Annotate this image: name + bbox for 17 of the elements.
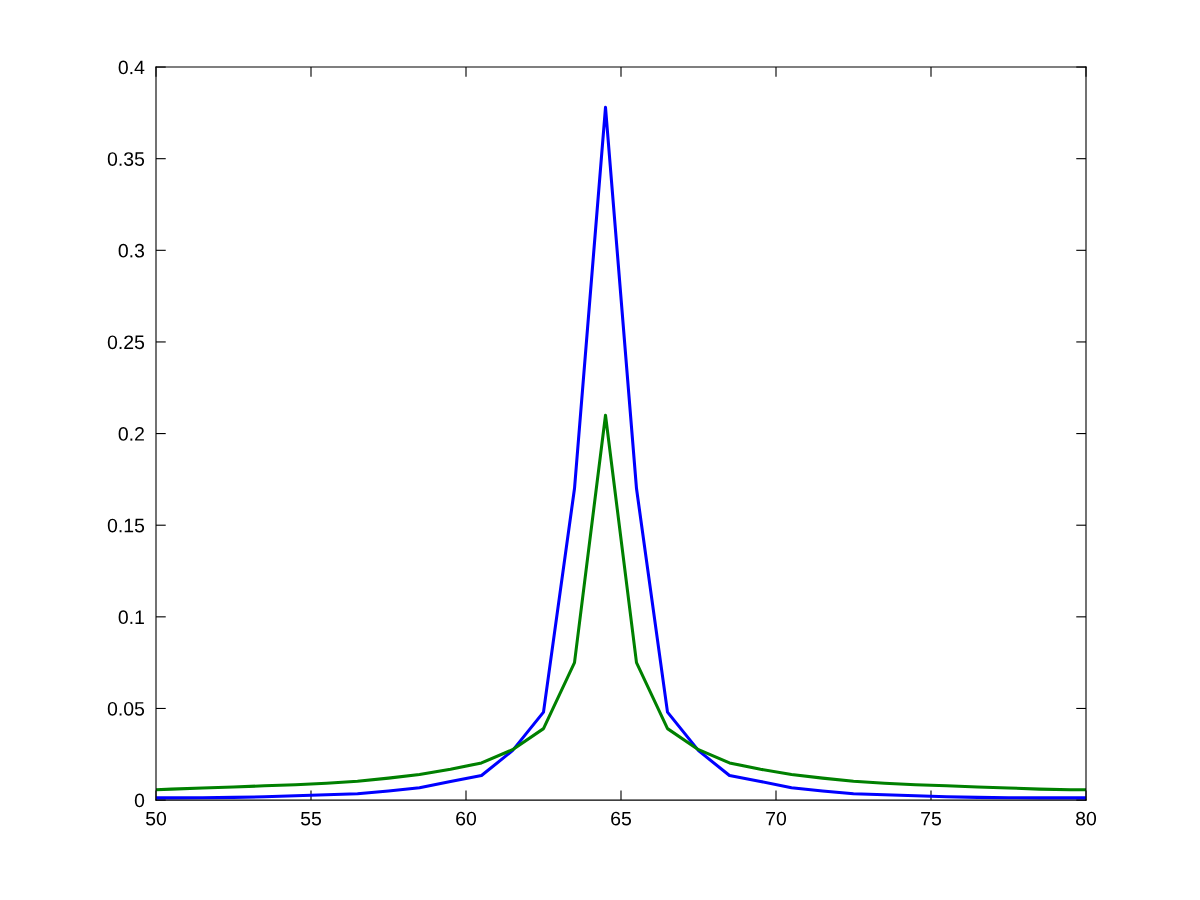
- x-tick-label: 50: [145, 811, 167, 826]
- y-tick-label: 0.05: [107, 701, 145, 716]
- x-tick-label: 55: [300, 811, 321, 826]
- x-tick-label: 70: [766, 811, 787, 826]
- y-tick-label: 0.35: [107, 152, 145, 166]
- y-tick-label: 0.3: [118, 243, 145, 258]
- y-tick-label: 0.4: [118, 60, 145, 75]
- y-tick-label: 0.15: [107, 518, 145, 533]
- y-tick-label: 0: [134, 793, 145, 808]
- x-tick-label: 65: [611, 811, 631, 826]
- x-tick-label: 80: [1076, 811, 1097, 826]
- line-series: [156, 413, 1086, 792]
- x-tick-label: 75: [921, 811, 941, 826]
- y-tick-label: 0.2: [118, 427, 144, 441]
- y-tick-label: 0.25: [107, 335, 145, 350]
- y-tick-label: 0.1: [118, 610, 144, 625]
- x-tick-label: 60: [456, 811, 477, 826]
